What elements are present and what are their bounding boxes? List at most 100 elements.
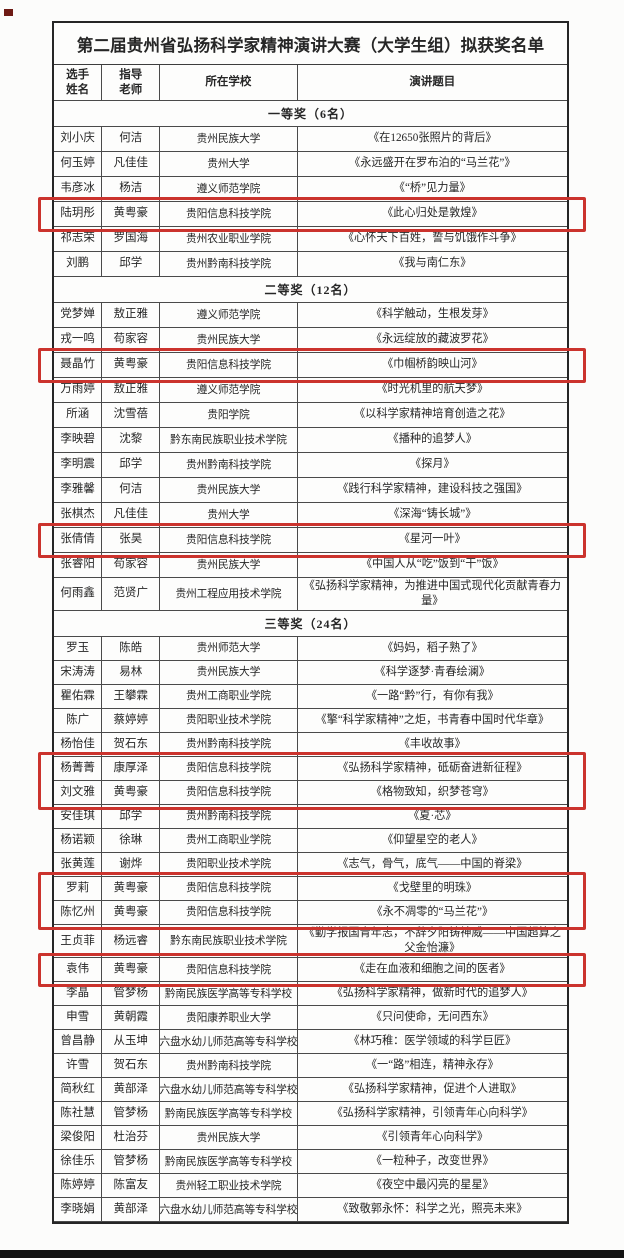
topic-cell: 《格物致知，织梦苍穹》 — [297, 781, 567, 806]
advisor-cell: 范贤广 — [102, 578, 161, 612]
school-cell: 贵阳信息科技学院 — [160, 528, 298, 553]
topic-cell: 《巾帼桥韵映山河》 — [297, 353, 567, 378]
table-row: 简秋红 黄部泽 六盘水幼儿师范高等专科学校 《弘扬科学家精神，促进个人进取》 — [54, 1078, 567, 1103]
contestant-name-cell: 何玉婷 — [54, 152, 103, 177]
table-row: 李映碧 沈黎 黔东南民族职业技术学院 《播种的追梦人》 — [54, 428, 567, 453]
school-cell: 贵州轻工职业技术学院 — [160, 1174, 298, 1199]
topic-cell: 《夏·芯》 — [297, 805, 567, 830]
award-table: 第二届贵州省弘扬科学家精神演讲大赛（大学生组）拟获奖名单 选手 姓名 指导 老师… — [52, 21, 569, 1225]
school-cell: 贵阳信息科技学院 — [160, 353, 298, 378]
school-cell: 贵州大学 — [160, 503, 298, 528]
table-row: 瞿佑霖 王攀霖 贵州工商职业学院 《一路“黔”行，有你有我》 — [54, 685, 567, 710]
header-contestant-name: 选手 姓名 — [54, 65, 103, 101]
school-cell: 黔东南民族职业技术学院 — [160, 428, 298, 453]
contestant-name-cell: 刘小庆 — [54, 127, 103, 152]
contestant-name-cell: 罗玉 — [54, 637, 103, 662]
topic-cell: 《“桥”见力量》 — [297, 177, 567, 202]
table-row: 宋涛涛 易林 贵州民族大学 《科学逐梦·青春绘澜》 — [54, 661, 567, 686]
table-row: 李雅馨 何洁 贵州民族大学 《践行科学家精神，建设科技之强国》 — [54, 478, 567, 503]
table-row: 杨诺颖 徐琳 贵州工商职业学院 《仰望星空的老人》 — [54, 829, 567, 854]
table-row: 戎一鸣 苟家容 贵州民族大学 《永远绽放的藏波罗花》 — [54, 328, 567, 353]
contestant-name-cell: 陈广 — [54, 709, 103, 734]
contestant-name-cell: 陈社慧 — [54, 1102, 103, 1127]
contestant-name-cell: 张棋杰 — [54, 503, 103, 528]
school-cell: 贵阳信息科技学院 — [160, 958, 298, 983]
school-cell: 贵州民族大学 — [160, 328, 298, 353]
advisor-cell: 康厚泽 — [102, 757, 161, 782]
school-cell: 贵州民族大学 — [160, 127, 298, 152]
topic-cell: 《播种的追梦人》 — [297, 428, 567, 453]
advisor-cell: 凡佳佳 — [102, 152, 161, 177]
advisor-cell: 黄粤豪 — [102, 202, 161, 227]
bottom-edge-bar — [0, 1250, 624, 1258]
contestant-name-cell: 戎一鸣 — [54, 328, 103, 353]
advisor-cell: 陈皓 — [102, 637, 161, 662]
school-cell: 贵阳信息科技学院 — [160, 877, 298, 902]
advisor-cell: 张昊 — [102, 528, 161, 553]
table-row: 万雨婷 敖正雅 遵义师范学院 《时光机里的航天梦》 — [54, 378, 567, 403]
advisor-cell: 敖正雅 — [102, 303, 161, 328]
advisor-cell: 何洁 — [102, 478, 161, 503]
contestant-name-cell: 王贞菲 — [54, 925, 103, 959]
topic-cell: 《勤学报国青年志，不辞夕阳铸神威——中国超算之父金怡濂》 — [297, 925, 567, 959]
advisor-cell: 黄部泽 — [102, 1198, 161, 1223]
advisor-cell: 黄粤豪 — [102, 877, 161, 902]
advisor-cell: 黄粤豪 — [102, 781, 161, 806]
contestant-name-cell: 李晓娟 — [54, 1198, 103, 1223]
table-row: 陆玥彤 黄粤豪 贵阳信息科技学院 《此心归处是敦煌》 — [54, 202, 567, 227]
contestant-name-cell: 徐佳乐 — [54, 1150, 103, 1175]
topic-cell: 《丰收故事》 — [297, 733, 567, 758]
topic-cell: 《夜空中最闪亮的星星》 — [297, 1174, 567, 1199]
topic-cell: 《心怀天下百姓，誓与饥饿作斗争》 — [297, 227, 567, 252]
table-row: 张黄莲 谢烨 贵阳职业技术学院 《志气，骨气，底气——中国的脊梁》 — [54, 853, 567, 878]
table-row: 刘鹏 邱学 贵州黔南科技学院 《我与南仁东》 — [54, 252, 567, 277]
topic-cell: 《永不凋零的“马兰花”》 — [297, 901, 567, 926]
contestant-name-cell: 张睿阳 — [54, 553, 103, 578]
topic-cell: 《引领青年心向科学》 — [297, 1126, 567, 1151]
topic-cell: 《探月》 — [297, 453, 567, 478]
school-cell: 贵州民族大学 — [160, 661, 298, 686]
topic-cell: 《弘扬科学家精神，为推进中国式现代化贡献青春力量》 — [297, 578, 567, 612]
topic-cell: 《走在血液和细胞之间的医者》 — [297, 958, 567, 983]
topic-cell: 《妈妈，稻子熟了》 — [297, 637, 567, 662]
contestant-name-cell: 宋涛涛 — [54, 661, 103, 686]
topic-cell: 《弘扬科学家精神，做新时代的追梦人》 — [297, 982, 567, 1007]
contestant-name-cell: 万雨婷 — [54, 378, 103, 403]
table-row: 许雪 贺石东 贵州黔南科技学院 《一“路”相连，精神永存》 — [54, 1054, 567, 1079]
table-row: 陈社慧 管梦杨 黔南民族医学高等专科学校 《弘扬科学家精神，引领青年心向科学》 — [54, 1102, 567, 1127]
school-cell: 贵阳职业技术学院 — [160, 853, 298, 878]
school-cell: 贵州黔南科技学院 — [160, 252, 298, 277]
table-row: 韦彦冰 杨洁 遵义师范学院 《“桥”见力量》 — [54, 177, 567, 202]
school-cell: 黔南民族医学高等专科学校 — [160, 1150, 298, 1175]
advisor-cell: 黄朝霞 — [102, 1006, 161, 1031]
advisor-cell: 易林 — [102, 661, 161, 686]
table-row: 何玉婷 凡佳佳 贵州大学 《永远盛开在罗布泊的“马兰花”》 — [54, 152, 567, 177]
table-row: 王贞菲 杨远睿 黔东南民族职业技术学院 《勤学报国青年志，不辞夕阳铸神威——中国超算之… — [54, 925, 567, 959]
school-cell: 贵阳信息科技学院 — [160, 757, 298, 782]
table-row: 何雨鑫 范贤广 贵州工程应用技术学院 《弘扬科学家精神，为推进中国式现代化贡献青春力量… — [54, 578, 567, 612]
advisor-cell: 沈黎 — [102, 428, 161, 453]
advisor-cell: 邱学 — [102, 453, 161, 478]
contestant-name-cell: 陈忆州 — [54, 901, 103, 926]
contestant-name-cell: 李雅馨 — [54, 478, 103, 503]
topic-cell: 《弘扬科学家精神，引领青年心向科学》 — [297, 1102, 567, 1127]
advisor-cell: 管梦杨 — [102, 982, 161, 1007]
topic-cell: 《此心归处是敦煌》 — [297, 202, 567, 227]
topic-cell: 《永远盛开在罗布泊的“马兰花”》 — [297, 152, 567, 177]
school-cell: 贵州农业职业学院 — [160, 227, 298, 252]
table-row: 聂晶竹 黄粤豪 贵阳信息科技学院 《巾帼桥韵映山河》 — [54, 353, 567, 378]
topic-cell: 《志气，骨气，底气——中国的脊梁》 — [297, 853, 567, 878]
contestant-name-cell: 李映碧 — [54, 428, 103, 453]
school-cell: 贵阳康养职业大学 — [160, 1006, 298, 1031]
contestant-name-cell: 袁伟 — [54, 958, 103, 983]
contestant-name-cell: 何雨鑫 — [54, 578, 103, 612]
contestant-name-cell: 刘文雅 — [54, 781, 103, 806]
table-row: 刘小庆 何洁 贵州民族大学 《在12650张照片的背后》 — [54, 127, 567, 152]
table-header-row: 选手 姓名 指导 老师 所在学校 演讲题目 — [54, 65, 567, 101]
table-row: 安佳琪 邱学 贵州黔南科技学院 《夏·芯》 — [54, 805, 567, 830]
contestant-name-cell: 许雪 — [54, 1054, 103, 1079]
school-cell: 贵阳信息科技学院 — [160, 781, 298, 806]
table-row: 曾昌静 从玉坤 六盘水幼儿师范高等专科学校 《林巧稚：医学领域的科学巨匠》 — [54, 1030, 567, 1055]
section-header: 一等奖（6名） — [54, 101, 567, 127]
